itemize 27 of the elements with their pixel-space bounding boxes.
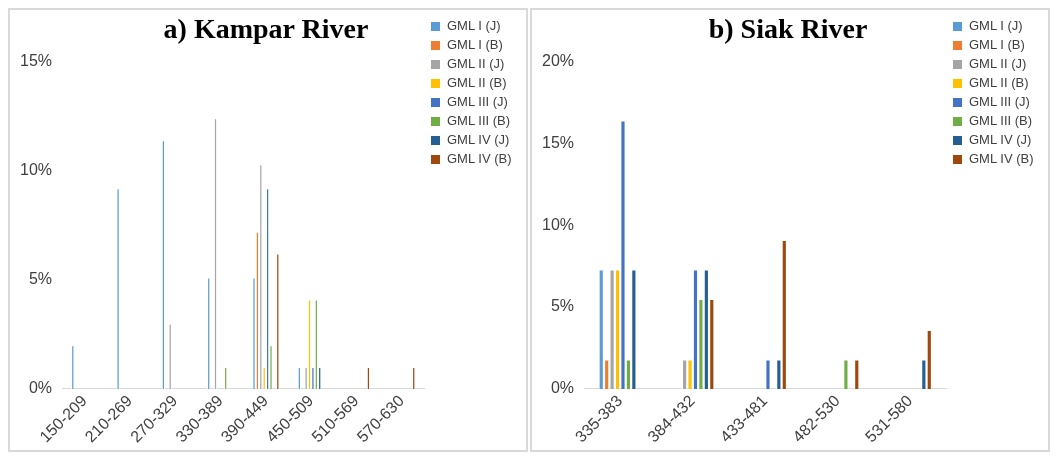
legend-label: GML II (B) (968, 75, 1029, 91)
chart-title: b) Siak River (708, 13, 868, 45)
legend-label: GML IV (B) (968, 151, 1034, 167)
legend-label: GML II (J) (968, 56, 1027, 72)
y-tick-label: 15% (19, 52, 53, 70)
legend-label: GML III (B) (968, 113, 1033, 129)
y-tick-label: 5% (28, 270, 53, 288)
legend-label: GML I (B) (446, 37, 503, 53)
chart-title: a) Kampar River (163, 13, 369, 45)
legend-label: GML III (B) (446, 113, 511, 129)
legend-label: GML III (J) (446, 94, 508, 110)
y-tick-label: 15% (541, 133, 575, 151)
legend-label: GML IV (B) (446, 151, 512, 167)
legend-label: GML I (J) (446, 18, 501, 34)
y-tick-label: 5% (550, 297, 575, 315)
y-tick-label: 0% (550, 379, 575, 397)
legend-label: GML I (B) (968, 37, 1025, 53)
legend-label: GML I (J) (968, 18, 1023, 34)
y-tick-label: 10% (541, 215, 575, 233)
legend-label: GML IV (J) (446, 132, 510, 148)
legend-label: GML III (J) (968, 94, 1030, 110)
legend-label: GML II (J) (446, 56, 505, 72)
y-tick-label: 0% (28, 379, 53, 397)
legend-label: GML IV (J) (968, 132, 1032, 148)
y-tick-label: 20% (541, 52, 575, 70)
legend-label: GML II (B) (446, 75, 507, 91)
y-tick-label: 10% (19, 161, 53, 179)
